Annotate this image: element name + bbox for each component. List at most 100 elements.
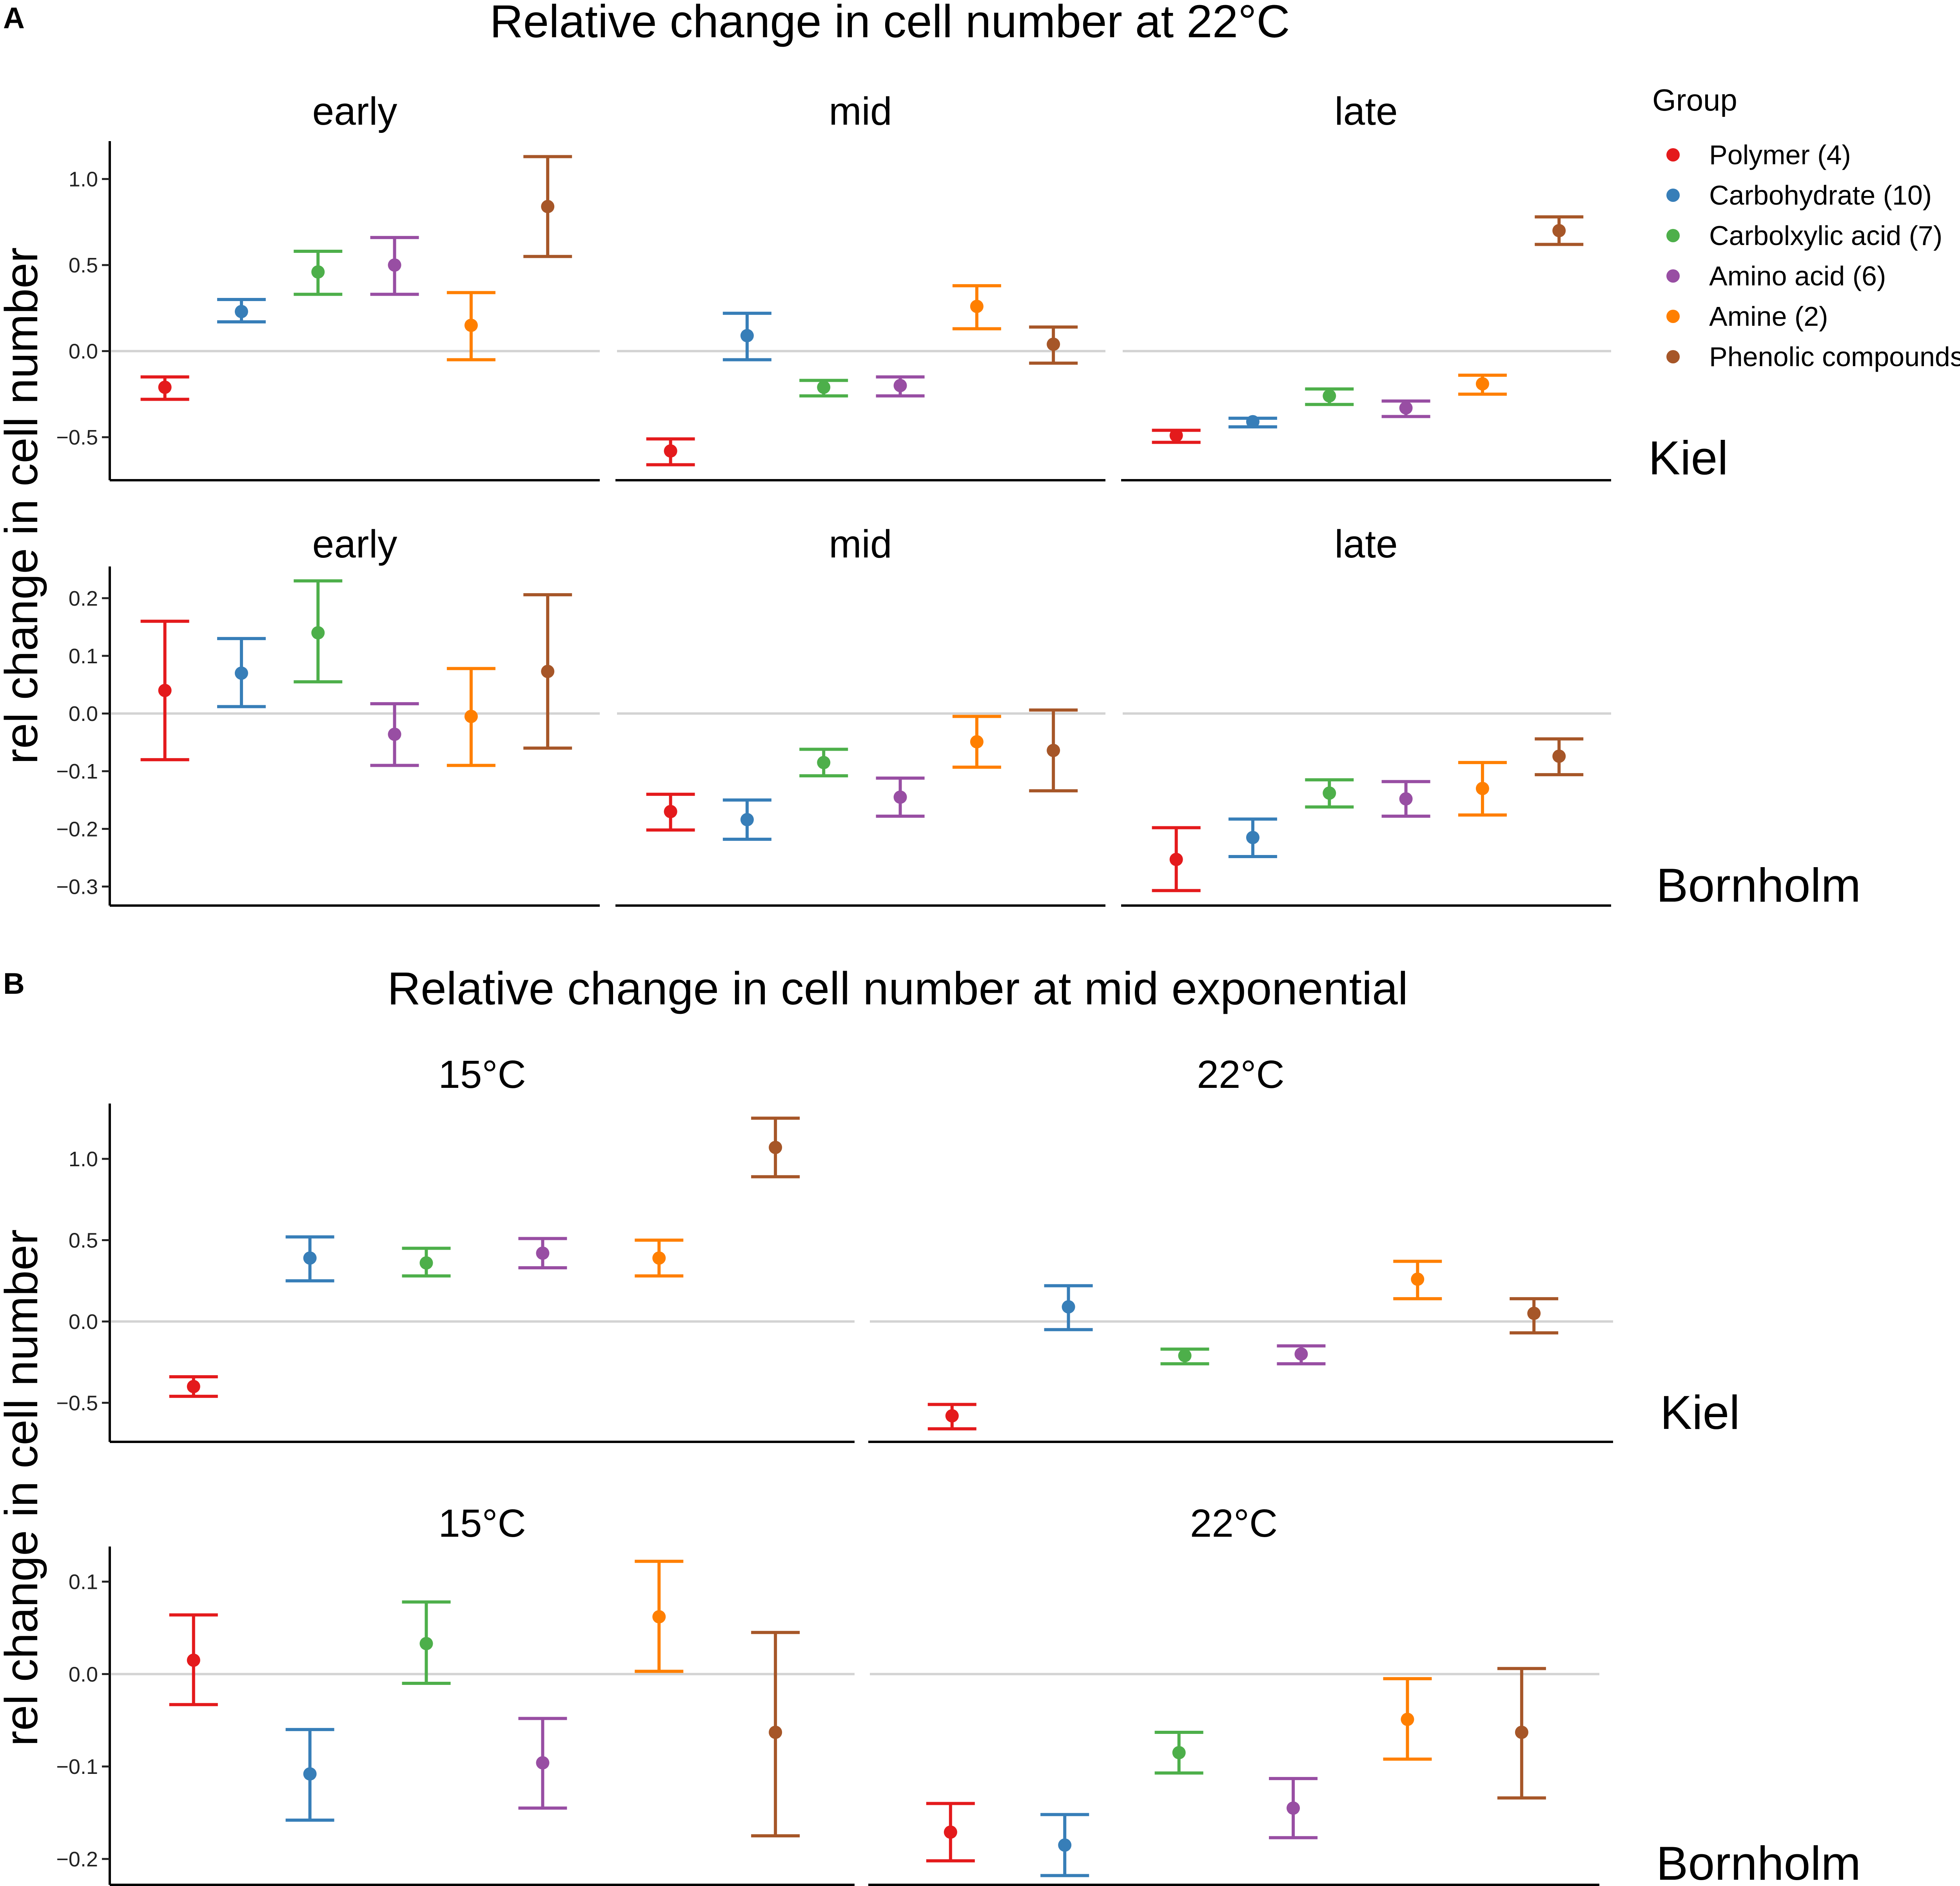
facet-a-kiel-2: late xyxy=(1121,89,1611,481)
y-tick-label: −0.5 xyxy=(56,1391,98,1415)
errorbar-point xyxy=(294,250,343,296)
mean-point xyxy=(1169,428,1183,442)
errorbar-point xyxy=(876,776,925,818)
errorbar-point xyxy=(140,619,189,761)
y-tick-label: 0.0 xyxy=(69,1663,98,1686)
mean-point xyxy=(1246,831,1259,844)
panel-b-y-axis-label: rel change in cell number xyxy=(0,1229,47,1746)
facet-b-kiel-1: 22°C xyxy=(868,1053,1613,1443)
legend-key-5 xyxy=(1666,350,1680,363)
mean-point xyxy=(1323,389,1336,403)
errorbar-point xyxy=(518,1237,567,1270)
legend-label-1: Carbohydrate (10) xyxy=(1709,180,1932,211)
errorbar-point xyxy=(518,1717,567,1810)
errorbar-point xyxy=(1458,374,1507,396)
legend-label-3: Amino acid (6) xyxy=(1709,261,1886,291)
facet-strip-label: mid xyxy=(829,89,892,133)
facet-b-bornholm-0: 15°C xyxy=(110,1501,855,1886)
mean-point xyxy=(303,1767,317,1781)
facet-row-b-bornholm: −0.2 −0.1 0.0 0.1 15°C 22°C xyxy=(56,1501,1599,1886)
mean-point xyxy=(541,664,555,678)
mean-point xyxy=(1294,1347,1308,1361)
mean-point xyxy=(388,258,401,272)
mean-point xyxy=(1399,792,1413,806)
mean-point xyxy=(817,380,831,394)
mean-point xyxy=(311,265,325,279)
errorbar-point xyxy=(635,1559,684,1673)
mean-point xyxy=(1169,853,1183,866)
errorbar-point xyxy=(1381,399,1430,418)
mean-point xyxy=(970,300,984,313)
facet-row-a-bornholm: −0.3 −0.2 −0.1 0.0 0.1 0.2 early mid late xyxy=(56,522,1611,907)
legend-label-2: Carbolxylic acid (7) xyxy=(1709,220,1942,251)
errorbar-point xyxy=(1393,1260,1442,1300)
legend-key-4 xyxy=(1666,310,1680,323)
facet-strip-label: mid xyxy=(829,522,892,566)
y-tick-label: −0.1 xyxy=(56,1755,98,1779)
mean-point xyxy=(769,1141,782,1154)
facet-a-bornholm-0: early xyxy=(110,522,600,907)
errorbar-point xyxy=(285,1235,334,1283)
facet-a-bornholm-2: late xyxy=(1121,522,1611,907)
mean-point xyxy=(1401,1712,1414,1726)
panel-a-y-axis-label: rel change in cell number xyxy=(0,247,47,764)
errorbar-point xyxy=(1305,778,1354,809)
errorbar-point xyxy=(646,793,695,832)
y-tick-label: −0.5 xyxy=(56,426,98,449)
mean-point xyxy=(419,1256,433,1270)
errorbar-point xyxy=(1535,215,1584,246)
mean-point xyxy=(419,1637,433,1650)
errorbar-point xyxy=(927,1403,976,1430)
y-tick-label: 0.5 xyxy=(69,254,98,277)
mean-point xyxy=(1323,786,1336,800)
facet-strip-label: 22°C xyxy=(1190,1501,1278,1545)
facet-strip-label: 22°C xyxy=(1197,1053,1284,1096)
errorbar-point xyxy=(1381,780,1430,818)
y-tick-label: 0.0 xyxy=(69,702,98,726)
errorbar-point xyxy=(1497,1667,1546,1800)
errorbar-point xyxy=(952,715,1001,769)
errorbar-point xyxy=(217,298,266,324)
errorbar-point xyxy=(751,1631,800,1838)
mean-point xyxy=(1552,224,1566,238)
errorbar-point xyxy=(799,379,848,398)
errorbar-point xyxy=(1152,826,1201,892)
errorbar-point xyxy=(635,1238,684,1278)
mean-point xyxy=(1515,1725,1528,1739)
mean-point xyxy=(311,626,325,640)
errorbar-point xyxy=(446,291,495,361)
mean-point xyxy=(945,1409,959,1423)
errorbar-point xyxy=(952,284,1001,330)
facet-strip-label: late xyxy=(1334,522,1397,566)
y-tick-label: −0.3 xyxy=(56,875,98,899)
mean-point xyxy=(158,380,172,394)
facet-label-bornholm-a: Bornholm xyxy=(1656,859,1861,912)
errorbar-point xyxy=(1044,1284,1093,1331)
facet-strip-label: early xyxy=(312,89,397,133)
mean-point xyxy=(303,1251,317,1265)
errorbar-point xyxy=(722,312,771,361)
y-tick-label: 0.1 xyxy=(69,1570,98,1594)
mean-point xyxy=(664,444,677,458)
errorbar-point xyxy=(722,798,771,841)
errorbar-point xyxy=(1029,708,1078,793)
mean-point xyxy=(817,756,831,770)
legend-key-3 xyxy=(1666,269,1680,283)
mean-point xyxy=(652,1251,666,1265)
mean-point xyxy=(1246,415,1259,428)
errorbar-point xyxy=(1152,428,1201,444)
errorbar-point xyxy=(1535,737,1584,777)
y-tick-label: 0.0 xyxy=(69,1310,98,1334)
panel-b-title: Relative change in cell number at mid ex… xyxy=(387,963,1408,1015)
facet-b-bornholm-1: 22°C xyxy=(868,1501,1599,1886)
errorbar-point xyxy=(169,1613,218,1706)
mean-point xyxy=(464,710,478,723)
facet-b-kiel-0: 15°C xyxy=(110,1053,855,1443)
mean-point xyxy=(234,305,248,318)
facet-row-b-kiel: −0.5 0.0 0.5 1.0 15°C 22°C xyxy=(56,1053,1613,1443)
facet-label-kiel-b: Kiel xyxy=(1660,1386,1740,1439)
errorbar-point xyxy=(140,375,189,401)
errorbar-point xyxy=(1160,1347,1209,1365)
legend-label-4: Amine (2) xyxy=(1709,301,1828,332)
